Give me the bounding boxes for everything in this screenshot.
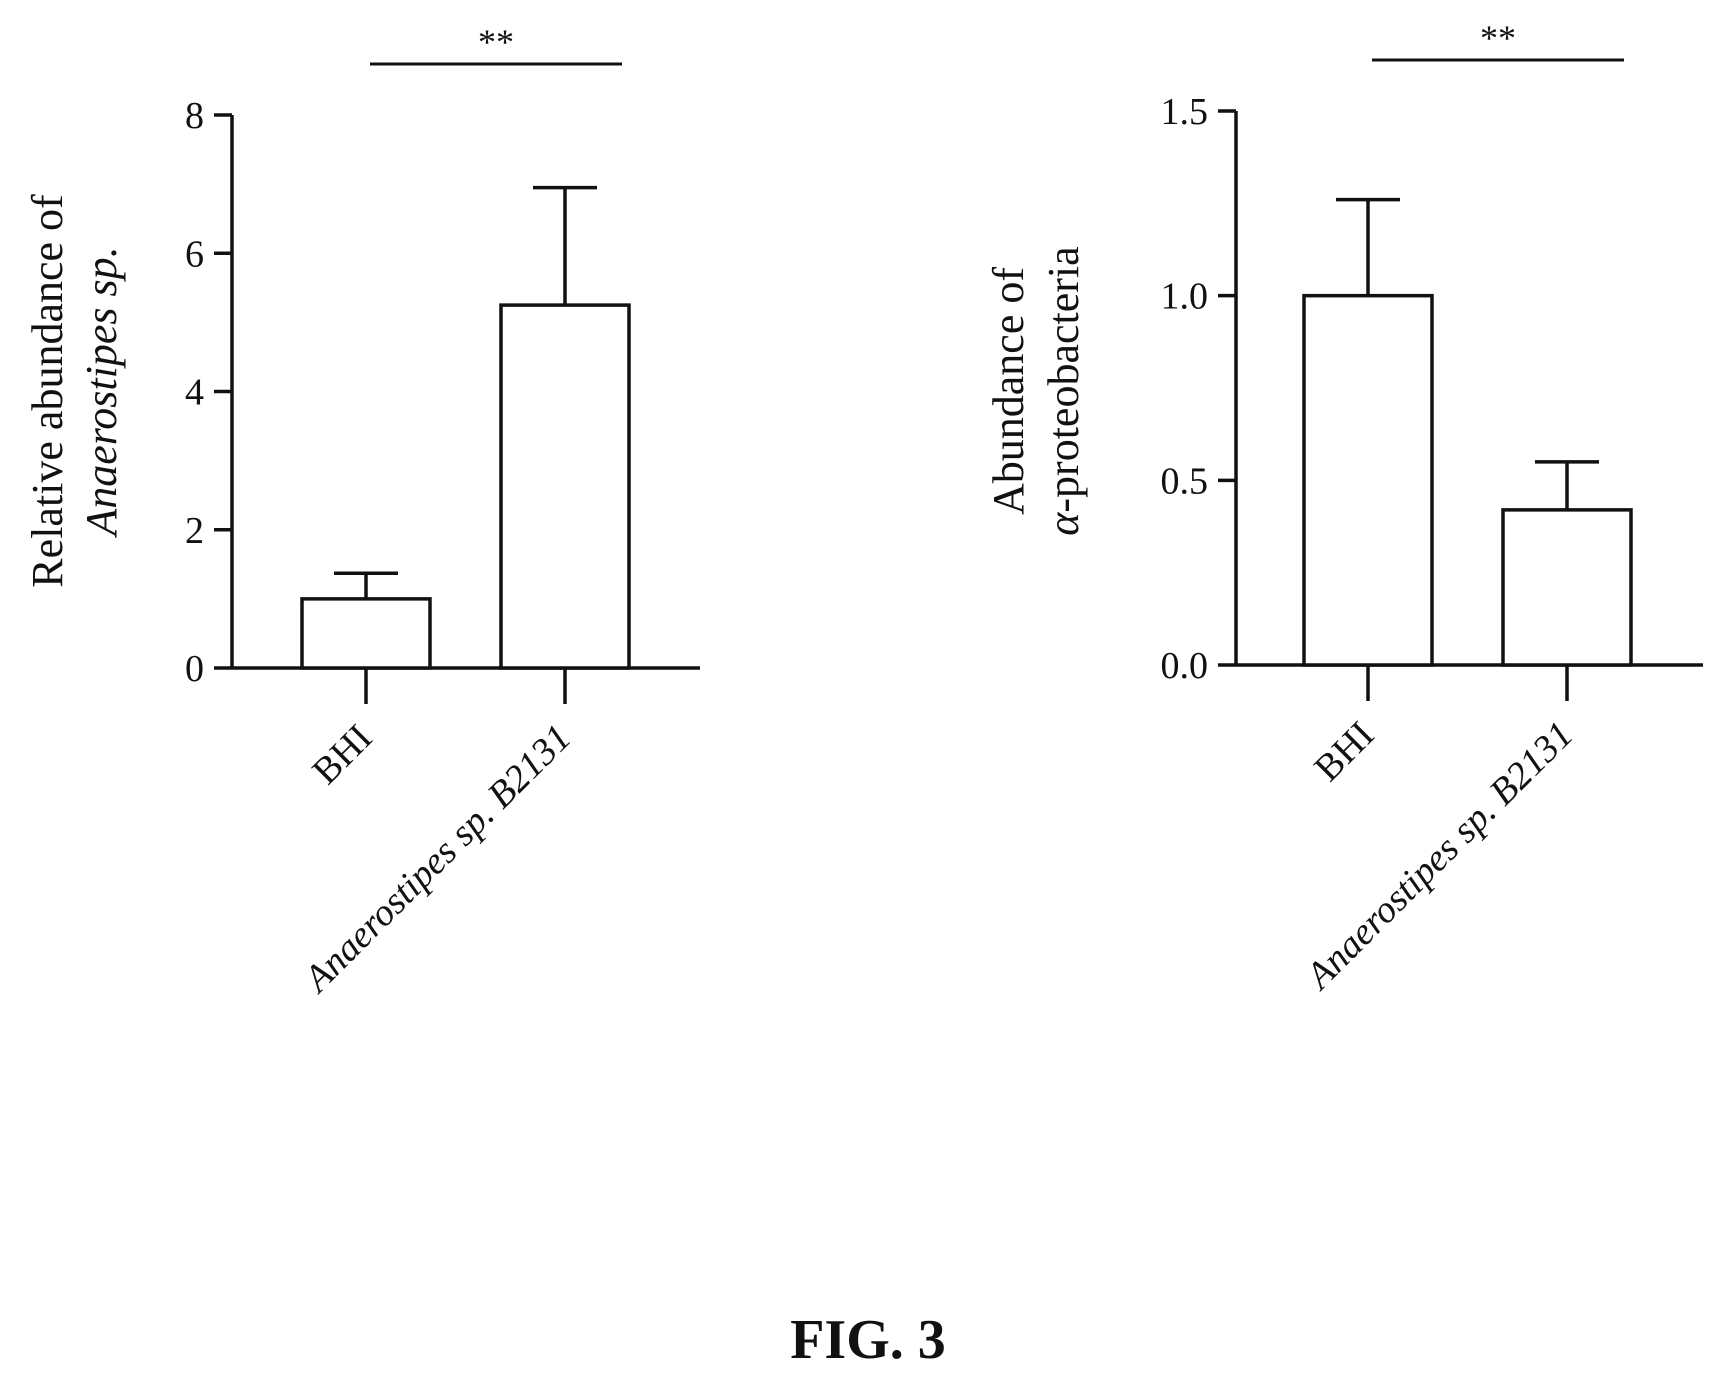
y-tick-label: 2 xyxy=(185,510,204,552)
y-tick-label: 0 xyxy=(185,648,204,690)
significance-label: ** xyxy=(478,22,514,62)
y-tick-label: 6 xyxy=(185,233,204,275)
y-axis-label-line2: α-proteobacteria xyxy=(1039,246,1088,535)
y-tick-label: 0.0 xyxy=(1161,645,1209,687)
y-tick-label: 4 xyxy=(185,372,204,414)
y-axis-label-line2: Anaerostipes sp. xyxy=(77,246,126,538)
y-axis-label-line1: Abundance of xyxy=(984,267,1033,515)
y-axis-label-line1: Relative abundance of xyxy=(23,194,72,588)
y-axis-label-alpha-symbol: α xyxy=(1039,512,1088,536)
y-tick-label: 8 xyxy=(185,95,204,137)
bar-anaerostipes xyxy=(1501,508,1633,667)
x-category-label: BHI xyxy=(304,717,380,793)
y-tick-label: 1.5 xyxy=(1161,91,1209,133)
bar-bhi xyxy=(300,597,432,670)
figure-caption: FIG. 3 xyxy=(790,1309,946,1371)
bar-bhi xyxy=(1302,293,1434,667)
bar-anaerostipes xyxy=(499,303,631,670)
y-tick-label: 0.5 xyxy=(1161,460,1209,502)
x-category-label: BHI xyxy=(1306,714,1382,790)
significance-label: ** xyxy=(1480,18,1516,58)
y-tick-label: 1.0 xyxy=(1161,276,1209,318)
y-axis-label-line2-rest: -proteobacteria xyxy=(1039,246,1088,512)
